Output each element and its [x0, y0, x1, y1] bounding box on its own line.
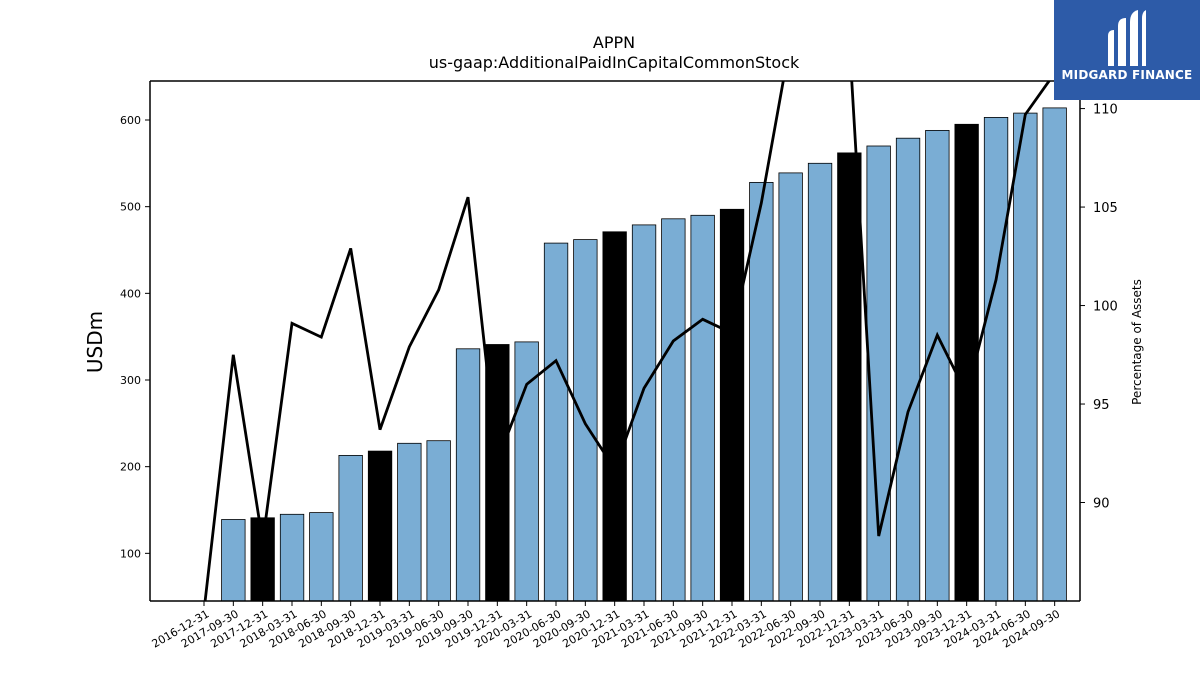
y2-tick-label: 100	[1093, 300, 1118, 315]
y2-tick-label: 95	[1093, 398, 1110, 413]
bar	[426, 440, 451, 602]
bar	[250, 517, 275, 602]
chart-subtitle: us-gaap:AdditionalPaidInCapitalCommonSto…	[429, 53, 800, 72]
y-tick-label: 400	[120, 287, 141, 300]
bar	[514, 341, 539, 602]
bar	[279, 513, 305, 602]
y2-axis-label: Percentage of Assets	[1130, 279, 1144, 405]
bar	[455, 348, 481, 602]
y-tick-label: 600	[120, 114, 141, 127]
brand-name: MIDGARD FINANCE	[1061, 68, 1193, 82]
bar	[543, 242, 569, 602]
bar	[661, 218, 686, 602]
brand-logo: MIDGARD FINANCE	[1054, 0, 1200, 100]
bar	[221, 519, 246, 602]
bar	[778, 172, 803, 602]
bar	[397, 442, 422, 602]
bar	[1013, 112, 1038, 602]
bar	[309, 512, 334, 602]
y-tick-label: 500	[120, 201, 141, 214]
bar	[690, 214, 715, 602]
y-tick-label: 300	[120, 374, 141, 387]
bars-group	[221, 107, 1067, 602]
brand-logo-icon	[1108, 10, 1146, 66]
bar	[925, 129, 950, 602]
y-tick-label: 200	[120, 461, 141, 474]
y-tick-label: 100	[120, 547, 141, 560]
line-group	[203, 81, 1051, 601]
bar	[895, 137, 921, 602]
bar	[602, 231, 627, 602]
chart-title: APPN	[593, 33, 635, 52]
y2-tick-label: 105	[1093, 201, 1118, 216]
bar	[367, 450, 393, 602]
y2-tick-label: 90	[1093, 497, 1110, 512]
bar	[719, 208, 745, 602]
y2-tick-label: 110	[1093, 103, 1118, 118]
bar	[983, 117, 1009, 602]
bar	[837, 152, 862, 602]
line-series	[203, 81, 1051, 601]
bar	[807, 162, 833, 602]
bar	[1042, 107, 1067, 602]
bar	[573, 239, 598, 602]
bar	[338, 454, 363, 602]
y-axis-label: USDm	[83, 311, 107, 373]
